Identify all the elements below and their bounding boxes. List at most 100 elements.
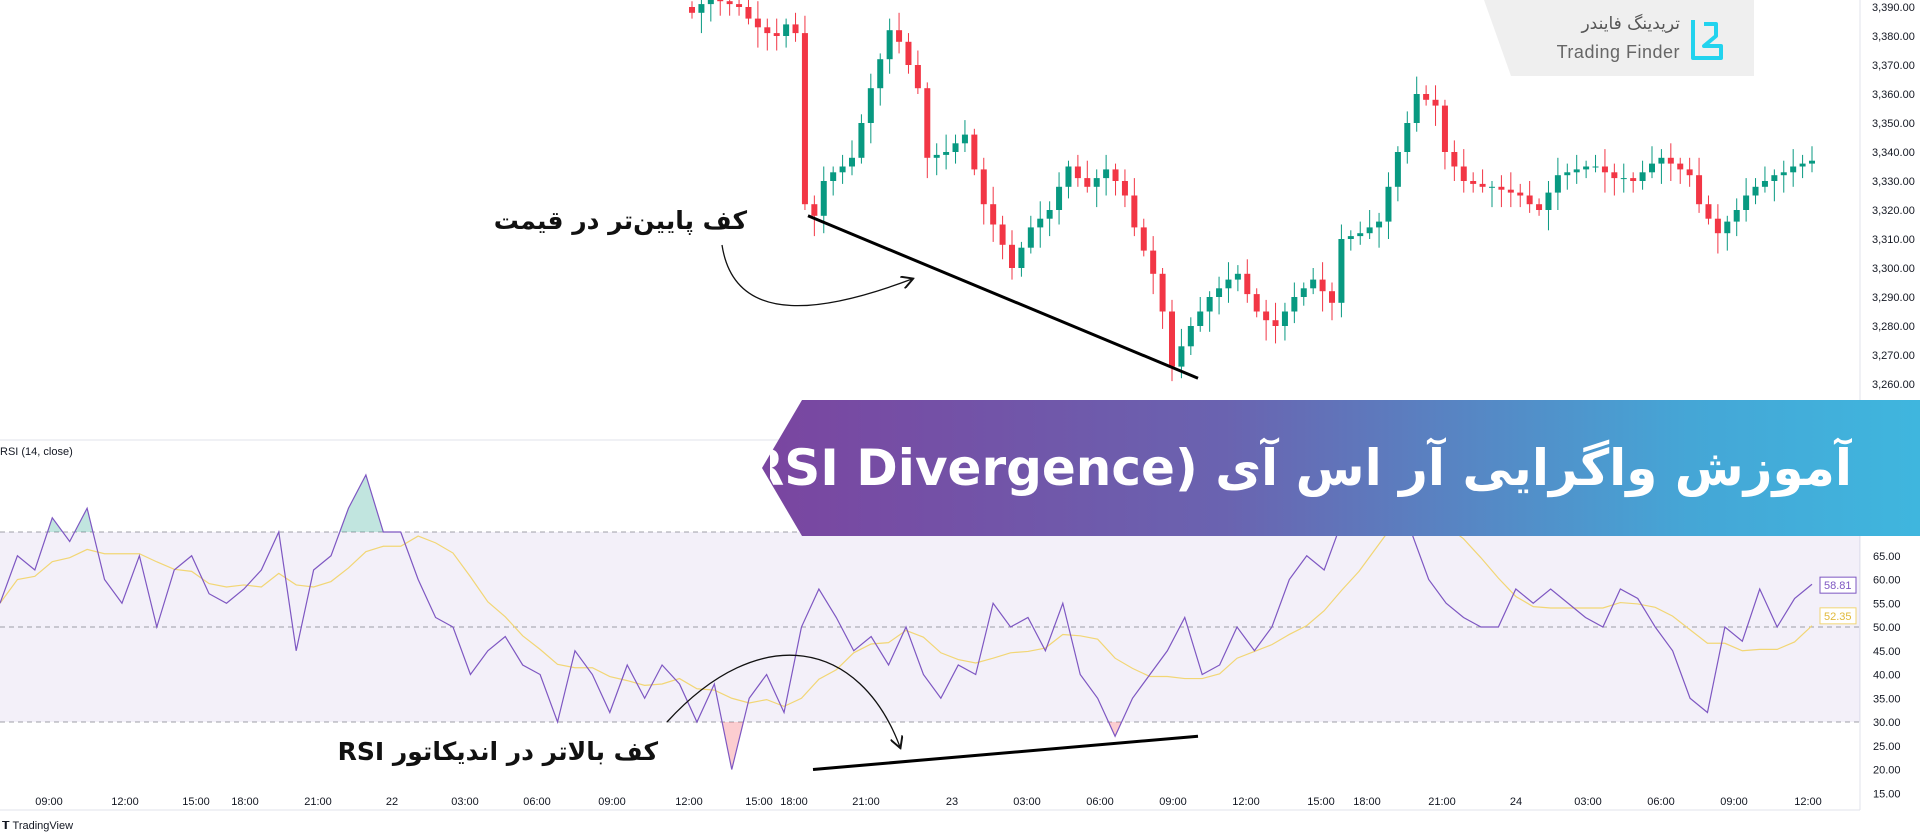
candle-body: [1093, 178, 1100, 187]
candle-body: [1074, 166, 1081, 179]
candle-body: [1329, 291, 1335, 303]
candle-body: [1724, 221, 1731, 234]
candle-body: [1394, 152, 1401, 187]
price-curved-arrow: [721, 244, 912, 307]
candle-body: [1517, 192, 1524, 196]
rsi-indicator-title[interactable]: RSI (14, close): [0, 446, 73, 458]
candle-body: [1573, 169, 1580, 173]
candle-body: [1649, 163, 1655, 173]
logo-text-en: Trading Finder: [1556, 42, 1680, 62]
candle-body: [933, 154, 940, 158]
time-tick-label: 21:00: [852, 796, 880, 808]
price-axis[interactable]: 3,390.00 3,380.00 3,370.00 3,360.00 3,350.00…: [1872, 2, 1915, 420]
rsi-annotation: کف بالاتر در اندیکاتور RSI: [337, 737, 658, 766]
candle-body: [1507, 189, 1514, 193]
candle-body: [1140, 227, 1147, 251]
time-tick-label: 23: [946, 796, 958, 808]
candle-body: [801, 33, 808, 205]
rsi-tick-label: 65.00: [1873, 551, 1901, 563]
candle-body: [1272, 320, 1279, 326]
candle-body: [952, 143, 959, 152]
candle-body: [905, 41, 912, 65]
candle-body: [1046, 210, 1053, 219]
price-tick-label: 3,310.00: [1872, 234, 1915, 246]
time-tick-label: 03:00: [1013, 796, 1041, 808]
candle-body: [1620, 178, 1627, 180]
price-tick-label: 3,350.00: [1872, 118, 1915, 130]
candle-body: [1498, 186, 1505, 190]
rsi-tick-label: 25.00: [1873, 741, 1901, 753]
candle-body: [1771, 175, 1778, 181]
price-tick-label: 3,300.00: [1872, 263, 1915, 275]
candle-body: [867, 88, 874, 123]
candle-body: [1705, 204, 1712, 219]
candle-body: [1291, 297, 1298, 312]
logo-panel: [1484, 0, 1754, 76]
tradingview-logo[interactable]: 𝗧 TradingView: [2, 819, 73, 832]
candle-body: [1460, 166, 1467, 181]
candle-body: [1187, 326, 1194, 347]
price-trendline: [807, 214, 1199, 380]
candle-body: [726, 1, 733, 5]
rsi-ma-label: 52.35: [1824, 611, 1852, 623]
rsi-tick-label: 50.00: [1873, 622, 1901, 634]
price-tick-label: 3,380.00: [1872, 31, 1915, 43]
candle-body: [1545, 192, 1552, 210]
price-tick-label: 3,280.00: [1872, 321, 1915, 333]
candle-body: [1056, 186, 1063, 210]
candle-body: [1667, 157, 1674, 164]
rsi-tick-label: 30.00: [1873, 717, 1901, 729]
time-tick-label: 18:00: [780, 796, 808, 808]
candle-body: [783, 24, 790, 36]
candle-body: [1441, 105, 1448, 152]
candle-body: [980, 169, 987, 205]
candle-body: [1536, 204, 1543, 210]
price-tick-label: 3,260.00: [1872, 379, 1915, 391]
candle-body: [1413, 94, 1420, 123]
candle-body: [736, 4, 743, 7]
price-tick-label: 3,330.00: [1872, 176, 1915, 188]
candle-body: [1761, 181, 1768, 187]
rsi-tick-label: 55.00: [1873, 598, 1901, 610]
time-axis[interactable]: 09:00 12:00 15:00 18:00 21:00 22 03:00 06:00 09:…: [35, 796, 1822, 808]
price-tick-label: 3,340.00: [1872, 147, 1915, 159]
price-annotation: کف پایین‌تر در قیمت: [493, 206, 747, 235]
logo-text-fa: تریدینگ فایندر: [1581, 14, 1680, 34]
candle-body: [1244, 273, 1251, 295]
time-tick-label: 06:00: [1647, 796, 1675, 808]
time-tick-label: 15:00: [182, 796, 210, 808]
candle-body: [1658, 157, 1665, 164]
time-tick-label: 12:00: [111, 796, 139, 808]
candle-body: [1103, 169, 1110, 179]
price-tick-label: 3,320.00: [1872, 205, 1915, 217]
candle-body: [961, 134, 968, 144]
candle-body: [754, 18, 761, 28]
candle-body: [1018, 247, 1025, 268]
candle-body: [1743, 195, 1750, 210]
rsi-ma-line: [0, 516, 1813, 708]
candle-body: [971, 134, 978, 170]
candle-body: [849, 157, 855, 167]
candle-body: [858, 123, 865, 158]
candle-body: [717, 0, 724, 2]
candle-body: [1338, 239, 1345, 303]
time-tick-label: 09:00: [35, 796, 63, 808]
price-tick-label: 3,270.00: [1872, 350, 1915, 362]
rsi-value-badge: [1819, 576, 1857, 594]
time-tick-label: 09:00: [1720, 796, 1748, 808]
time-tick-label: 22: [386, 796, 398, 808]
price-tick-label: 3,370.00: [1872, 60, 1915, 72]
candle-body: [924, 88, 931, 158]
rsi-band: [0, 531, 1860, 723]
candle-body: [792, 24, 799, 34]
candle-body: [1592, 166, 1599, 168]
rsi-tick-label: 40.00: [1873, 670, 1901, 682]
candle-body: [1169, 311, 1175, 367]
price-tick-label: 3,390.00: [1872, 2, 1915, 14]
time-tick-label: 06:00: [1086, 796, 1114, 808]
candle-body: [1178, 346, 1185, 367]
candle-body: [1253, 294, 1260, 312]
candle-body: [1037, 218, 1044, 228]
time-tick-label: 09:00: [598, 796, 626, 808]
candle-body: [689, 7, 695, 13]
